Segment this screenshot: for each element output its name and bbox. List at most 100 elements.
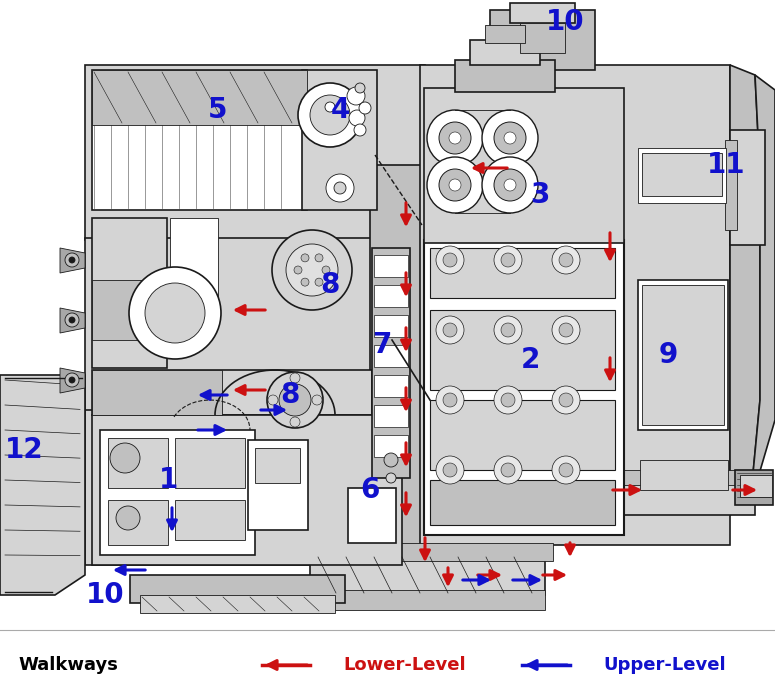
Circle shape: [436, 316, 464, 344]
Bar: [374, 255, 408, 277]
Circle shape: [301, 278, 309, 286]
Bar: [430, 310, 615, 390]
Circle shape: [559, 323, 573, 337]
Polygon shape: [60, 248, 85, 273]
Circle shape: [501, 463, 515, 477]
Polygon shape: [750, 75, 775, 505]
Bar: [310, 590, 545, 610]
Circle shape: [559, 463, 573, 477]
Text: Lower-Level: Lower-Level: [343, 656, 467, 674]
Circle shape: [69, 317, 75, 323]
Bar: [470, 40, 540, 65]
Bar: [600, 480, 755, 515]
Text: 11: 11: [707, 151, 746, 179]
Text: 10: 10: [546, 8, 584, 36]
Text: Walkways: Walkways: [18, 656, 118, 674]
Circle shape: [436, 246, 464, 274]
Bar: [374, 285, 408, 307]
Circle shape: [65, 373, 79, 387]
Circle shape: [501, 253, 515, 267]
Circle shape: [298, 83, 362, 147]
Text: 6: 6: [360, 476, 380, 504]
Circle shape: [552, 246, 580, 274]
Bar: [640, 460, 728, 490]
Bar: [92, 370, 372, 415]
Circle shape: [347, 87, 365, 105]
Circle shape: [482, 110, 538, 166]
Circle shape: [436, 456, 464, 484]
Text: 9: 9: [659, 341, 677, 369]
Circle shape: [286, 244, 338, 296]
Circle shape: [145, 283, 205, 343]
Circle shape: [312, 395, 322, 405]
Bar: [255, 448, 300, 483]
Circle shape: [494, 386, 522, 414]
Bar: [92, 218, 167, 368]
Circle shape: [439, 169, 471, 201]
Bar: [430, 480, 615, 525]
Polygon shape: [0, 375, 85, 595]
Circle shape: [501, 393, 515, 407]
Circle shape: [449, 179, 461, 191]
Text: 10: 10: [86, 581, 124, 609]
Bar: [455, 60, 555, 92]
Bar: [310, 555, 545, 595]
Text: 5: 5: [208, 96, 228, 124]
Circle shape: [443, 323, 457, 337]
Bar: [85, 410, 405, 565]
Bar: [424, 240, 624, 535]
Text: 8: 8: [320, 271, 339, 299]
Circle shape: [427, 110, 483, 166]
Circle shape: [354, 124, 366, 136]
Circle shape: [326, 174, 354, 202]
Circle shape: [268, 395, 278, 405]
Circle shape: [552, 386, 580, 414]
Bar: [730, 130, 765, 245]
Bar: [175, 500, 245, 540]
Circle shape: [359, 102, 371, 114]
Bar: [430, 400, 615, 470]
Bar: [85, 238, 405, 413]
Bar: [642, 153, 722, 196]
Circle shape: [439, 122, 471, 154]
Bar: [92, 70, 307, 210]
Bar: [638, 148, 726, 203]
Bar: [92, 280, 167, 340]
Circle shape: [349, 110, 365, 126]
Bar: [740, 475, 772, 497]
Bar: [374, 435, 408, 457]
Circle shape: [290, 417, 300, 427]
Circle shape: [386, 473, 396, 483]
Polygon shape: [60, 308, 85, 333]
Circle shape: [494, 246, 522, 274]
Bar: [85, 65, 425, 240]
Circle shape: [116, 506, 140, 530]
Polygon shape: [730, 65, 760, 515]
Circle shape: [301, 254, 309, 262]
Circle shape: [443, 393, 457, 407]
Circle shape: [290, 373, 300, 383]
Bar: [92, 415, 402, 565]
Circle shape: [310, 95, 350, 135]
Circle shape: [272, 230, 352, 310]
Bar: [510, 3, 575, 23]
Circle shape: [325, 102, 335, 112]
Circle shape: [384, 453, 398, 467]
Bar: [92, 370, 222, 415]
Circle shape: [129, 267, 221, 359]
Bar: [374, 405, 408, 427]
Circle shape: [334, 182, 346, 194]
Bar: [348, 488, 396, 543]
Bar: [638, 280, 728, 430]
Text: 7: 7: [372, 331, 391, 359]
Bar: [130, 575, 345, 603]
Text: 2: 2: [520, 346, 539, 374]
Bar: [725, 140, 737, 230]
Circle shape: [69, 257, 75, 263]
Text: 4: 4: [330, 96, 350, 124]
Bar: [302, 70, 377, 210]
Bar: [735, 470, 773, 505]
Bar: [642, 285, 724, 425]
Circle shape: [267, 372, 323, 428]
Bar: [92, 70, 307, 125]
